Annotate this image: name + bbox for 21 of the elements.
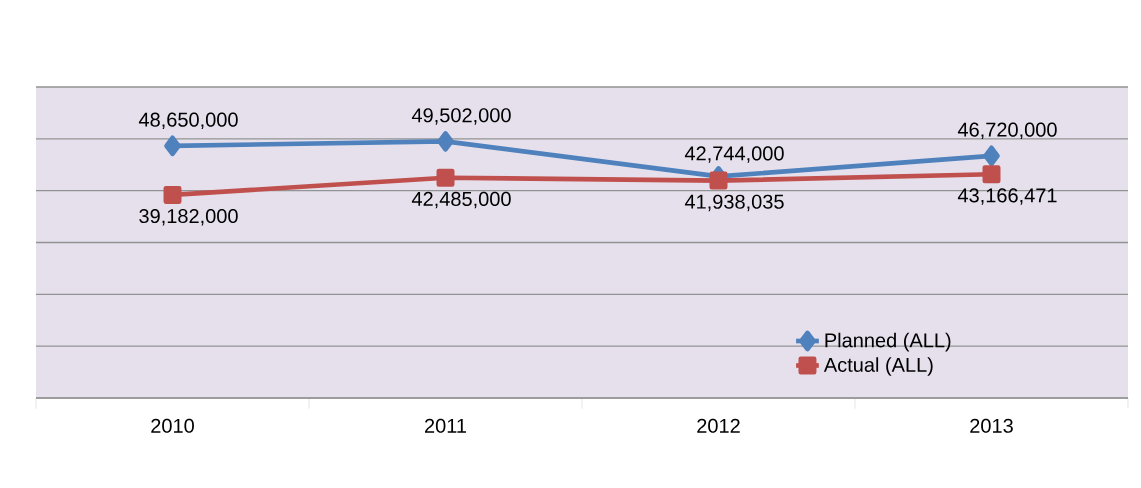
data-label: 41,938,035 xyxy=(684,194,784,212)
point xyxy=(164,135,181,157)
data-label: 48,650,000 xyxy=(138,112,238,130)
x-tick-label: 2012 xyxy=(697,418,740,433)
x-tick-label: 2011 xyxy=(425,418,467,433)
data-label: 39,182,000 xyxy=(139,208,238,226)
data-label: 43,166,471 xyxy=(957,188,1057,205)
data-label: 42,744,000 xyxy=(684,146,784,163)
point xyxy=(709,171,728,190)
legend-label: Actual (ALL) xyxy=(823,357,933,376)
legend-label: Planned (ALL) xyxy=(825,332,951,352)
x-tick-label: 2013 xyxy=(970,418,1013,433)
x-tick-label: 2010 xyxy=(151,418,194,433)
data-label: 49,502,000 xyxy=(411,108,511,125)
data-label: 42,485,000 xyxy=(411,191,511,209)
point xyxy=(982,165,1001,184)
point xyxy=(436,168,455,187)
point xyxy=(437,131,454,152)
point xyxy=(163,185,182,204)
data-label: 46,720,000 xyxy=(957,122,1057,140)
point xyxy=(983,145,1000,167)
